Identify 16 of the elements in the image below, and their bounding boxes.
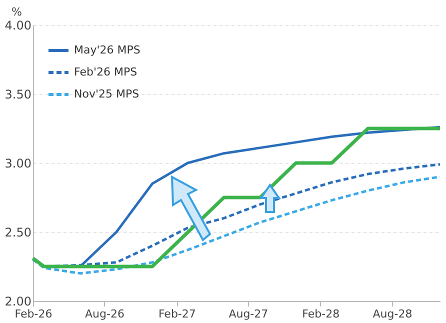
legend-label: Nov'25 MPS [74,88,140,100]
legend-label: Feb'26 MPS [74,66,138,78]
y-tick-label: 3.00 [4,156,32,170]
x-tick-label: Feb-27 [158,308,196,320]
y-tick-label: 2.00 [4,294,32,308]
line-series [32,176,442,275]
y-tick-label: 2.50 [4,226,32,240]
y-tick-label: 4.00 [4,18,32,32]
x-tick-label: Aug-26 [85,308,124,320]
y-axis-title: % [12,6,22,18]
legend-label: May'26 MPS [74,44,140,56]
x-tick-label: Aug-27 [228,308,268,320]
y-tick-label: 3.50 [4,88,32,102]
x-tick-label: Feb-26 [14,308,52,320]
x-tick-label: Feb-28 [302,308,340,320]
x-tick-label: Aug-28 [372,308,412,320]
